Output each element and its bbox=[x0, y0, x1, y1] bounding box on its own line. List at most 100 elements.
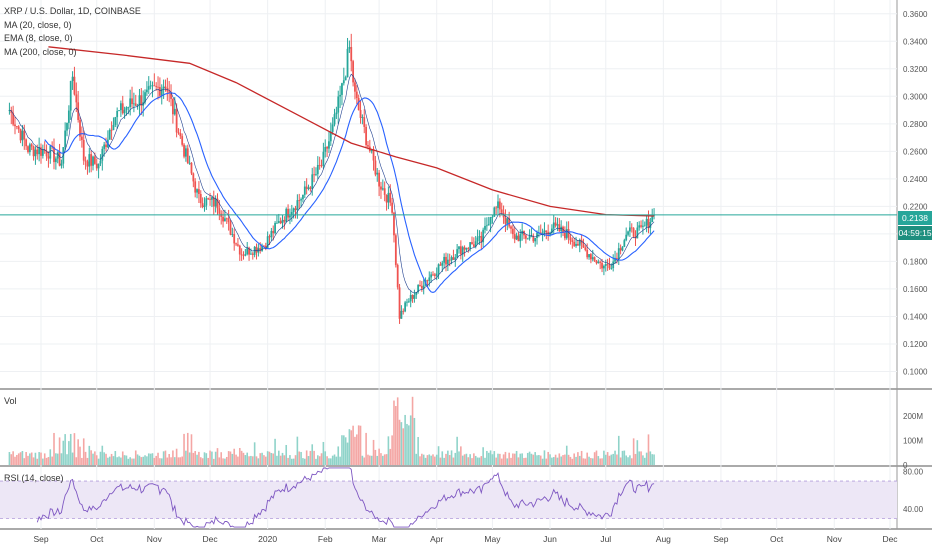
volume-bar bbox=[504, 451, 507, 465]
volume-bar bbox=[346, 442, 349, 465]
volume-bar bbox=[521, 453, 523, 465]
volume-bar bbox=[192, 452, 195, 465]
volume-bar bbox=[354, 436, 356, 465]
volume-bar bbox=[495, 457, 497, 465]
candle-body bbox=[318, 164, 321, 166]
ma200-line bbox=[48, 46, 655, 217]
volume-bar bbox=[558, 453, 561, 465]
candle-body bbox=[337, 96, 340, 113]
candle-body bbox=[567, 229, 570, 238]
volume-bar bbox=[333, 454, 336, 465]
volume-bar bbox=[220, 452, 223, 465]
volume-bar bbox=[370, 455, 373, 465]
volume-bar bbox=[500, 458, 503, 465]
volume-bar bbox=[203, 452, 206, 465]
candle-body bbox=[601, 262, 603, 269]
candle-body bbox=[556, 224, 559, 226]
candle-body bbox=[636, 227, 639, 239]
volume-bar bbox=[369, 455, 371, 465]
candle-body bbox=[84, 160, 87, 162]
legend-ma20[interactable]: MA (20, close, 0) bbox=[4, 19, 72, 30]
volume-bar bbox=[315, 458, 317, 465]
volume-bar bbox=[597, 456, 600, 465]
volume-bar bbox=[277, 450, 280, 465]
candle-body bbox=[201, 203, 204, 207]
candle-body bbox=[66, 122, 68, 131]
candle-body bbox=[97, 163, 100, 169]
candle-body bbox=[387, 192, 390, 203]
candle-body bbox=[38, 147, 41, 155]
volume-bar bbox=[478, 457, 481, 465]
candle-body bbox=[309, 187, 312, 189]
candle-body bbox=[521, 230, 524, 235]
candle-body bbox=[491, 216, 494, 218]
legend-ema8[interactable]: EMA (8, close, 0) bbox=[4, 33, 73, 43]
candle-body bbox=[350, 47, 353, 62]
volume-bar bbox=[294, 455, 297, 465]
candle-body bbox=[145, 89, 148, 93]
volume-bar bbox=[140, 457, 143, 465]
candle-body bbox=[474, 241, 477, 247]
candle-body bbox=[409, 294, 412, 302]
candle-body bbox=[398, 287, 401, 319]
volume-bar bbox=[610, 454, 613, 465]
volume-bar bbox=[305, 450, 308, 465]
candle-body bbox=[627, 231, 629, 235]
candle-body bbox=[316, 164, 319, 175]
volume-bar bbox=[543, 450, 546, 465]
time-tick-label: May bbox=[484, 534, 501, 544]
candle-body bbox=[536, 232, 538, 238]
candle-body bbox=[186, 148, 189, 164]
volume-bar bbox=[473, 453, 475, 465]
candle-body bbox=[616, 257, 618, 260]
candle-body bbox=[8, 110, 11, 112]
volume-bar bbox=[443, 457, 445, 465]
candle-body bbox=[225, 218, 228, 220]
volume-pane-label: Vol bbox=[4, 396, 17, 406]
candle-body bbox=[534, 237, 537, 242]
candle-body bbox=[250, 253, 252, 255]
candle-body bbox=[155, 86, 158, 87]
candle-body bbox=[56, 152, 59, 159]
candle-body bbox=[597, 261, 600, 264]
volume-bar bbox=[549, 454, 551, 465]
price-tick-label: 0.1800 bbox=[903, 257, 928, 266]
candle-body bbox=[433, 274, 436, 276]
volume-bar bbox=[539, 455, 542, 465]
candle-body bbox=[290, 212, 293, 216]
candle-body bbox=[623, 240, 626, 247]
volume-bar bbox=[383, 454, 386, 465]
candle-body bbox=[238, 245, 241, 255]
candle-body bbox=[198, 189, 200, 194]
candle-body bbox=[315, 174, 317, 176]
legend-ma200[interactable]: MA (200, close, 0) bbox=[4, 46, 77, 57]
volume-bar bbox=[422, 454, 425, 465]
candle-body bbox=[339, 94, 342, 97]
volume-bar bbox=[519, 453, 522, 465]
candle-body bbox=[114, 117, 117, 125]
candle-body bbox=[276, 222, 278, 224]
volume-bar bbox=[66, 454, 68, 465]
candle-body bbox=[558, 224, 561, 232]
candle-body bbox=[15, 126, 18, 127]
volume-bar bbox=[526, 452, 529, 465]
time-tick-label: Aug bbox=[656, 534, 671, 544]
candle-body bbox=[329, 131, 332, 142]
volume-bar bbox=[434, 456, 436, 465]
volume-bar bbox=[84, 451, 87, 465]
candle-body bbox=[302, 194, 304, 200]
volume-bar bbox=[246, 452, 249, 465]
candle-body bbox=[27, 146, 29, 153]
volume-bar bbox=[229, 451, 232, 465]
volume-bar bbox=[103, 452, 105, 465]
volume-bar bbox=[138, 455, 141, 465]
candle-body bbox=[374, 160, 377, 175]
candle-body bbox=[264, 245, 267, 249]
candle-body bbox=[550, 228, 553, 233]
candle-body bbox=[640, 225, 642, 227]
candle-body bbox=[129, 98, 132, 108]
volume-bar bbox=[73, 433, 76, 465]
candle-body bbox=[446, 259, 449, 265]
